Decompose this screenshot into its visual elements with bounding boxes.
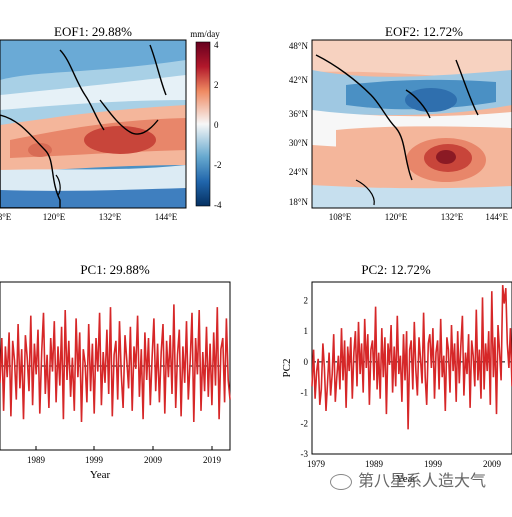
eof1-xticks: 108°E 120°E 132°E 144°E [0,212,178,222]
eof2-xticks: 108°E 120°E 132°E 144°E [329,212,509,222]
eof2-panel: EOF2: 12.72% 48°N 42°N 36°N 30°N 24°N 1 [256,0,512,230]
eof2-ytick-36: 36°N [289,109,309,119]
eof2-xtick-108: 108°E [329,212,352,222]
pc1-xlabel: Year [90,469,111,481]
eof2-xtick-144: 144°E [485,212,508,222]
eof1-max-cell [84,126,156,154]
eof2-xtick-132: 132°E [441,212,464,222]
pc1-series-line [0,304,231,423]
pc2-xtick-1999: 1999 [424,459,443,469]
pc2-xtick-1989: 1989 [365,459,384,469]
colorbar-tick-2: 2 [214,80,219,90]
colorbar-tick-neg4: -4 [214,200,222,210]
eof2-ytick-18: 18°N [289,197,309,207]
pc2-xtick-1979: 1979 [307,459,326,469]
eof2-ytick-42: 42°N [289,75,309,85]
pc2-ylabel: PC2 [281,359,293,378]
pc2-series [311,285,512,430]
eof1-xtick-108: 108°E [0,212,12,222]
pc1-xticks: 1989 1999 2009 2019 [27,446,222,465]
pc2-xticks: 1979 1989 1999 2009 [307,459,502,469]
eof2-ytick-30: 30°N [289,138,309,148]
pc1-xtick-2019: 2019 [203,455,222,465]
pc1-title: PC1: 29.88% [80,262,150,277]
eof1-xtick-120: 120°E [43,212,66,222]
pc2-ytick-2: 2 [304,295,309,305]
eof1-panel: EOF1: 29.88% 108°E 120°E 132°E 144°E [0,0,256,230]
pc1-series [0,304,231,423]
pc2-series-line [311,285,512,430]
pc1-xtick-1989: 1989 [27,455,46,465]
eof2-map-svg: EOF2: 12.72% 48°N 42°N 36°N 30°N 24°N 1 [289,24,512,222]
pc1-axes-box [0,281,231,451]
eof1-field [0,40,186,208]
eof2-ytick-48: 48°N [289,41,309,51]
colorbar-tick-0: 0 [214,120,219,130]
colorbar-tick-neg2: -2 [214,160,222,170]
eof2-yticks: 48°N 42°N 36°N 30°N 24°N 18°N [289,41,309,207]
eof2-max-cell [436,150,456,164]
pc2-xlabel: Year [396,473,417,485]
eof1-map-svg: EOF1: 29.88% 108°E 120°E 132°E 144°E [0,24,222,222]
pc2-ytick-1: 1 [304,326,309,336]
eof2-field [312,40,512,208]
eof1-xtick-132: 132°E [99,212,122,222]
colorbar-unit: mm/day [190,29,220,39]
eof1-title: EOF1: 29.88% [54,24,132,39]
pc1-xtick-1999: 1999 [85,455,104,465]
colorbar-tick-4: 4 [214,40,219,50]
eof2-ytick-24: 24°N [289,167,309,177]
pc2-chart-svg: PC2: 12.72% 2 1 0 -1 -2 -3 PC2 1979 1989… [281,262,512,485]
wechat-logo-icon [330,473,352,490]
eof2-title: EOF2: 12.72% [385,24,463,39]
pc1-xtick-2009: 2009 [144,455,163,465]
pc1-panel: PC1: 29.88% 1989 1999 2009 2019 Year [0,256,256,512]
pc1-chart-svg: PC1: 29.88% 1989 1999 2009 2019 Year [0,262,231,481]
pc2-title: PC2: 12.72% [361,262,431,277]
pc2-panel: PC2: 12.72% 2 1 0 -1 -2 -3 PC2 1979 1989… [256,256,512,512]
pc2-ytick-0: 0 [304,357,309,367]
eof1-colorbar: mm/day 4 2 0 -2 -4 [190,29,222,210]
pc2-yticks: 2 1 0 -1 -2 -3 [301,295,309,459]
pc2-ytick-neg3: -3 [301,449,309,459]
pc2-xtick-2009: 2009 [483,459,502,469]
pc2-ytick-neg2: -2 [301,418,309,428]
eof2-xtick-120: 120°E [385,212,408,222]
eof1-xtick-144: 144°E [155,212,178,222]
watermark-text: 第八星系人造大气 [358,471,487,490]
watermark: 第八星系人造大气 [330,467,486,491]
pc2-ytick-neg1: -1 [301,388,309,398]
